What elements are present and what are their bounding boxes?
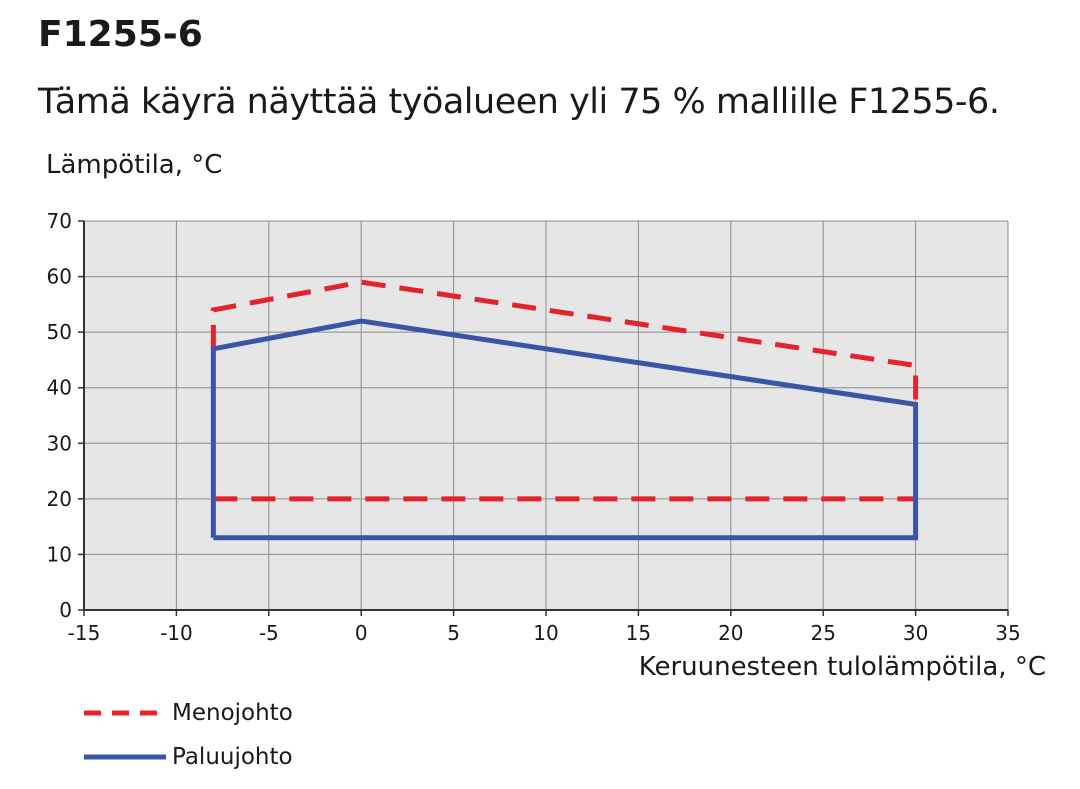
x-tick-label: 25 (810, 621, 835, 645)
x-tick-label: -15 (68, 621, 101, 645)
y-tick-label: 20 (47, 487, 72, 511)
legend-item-paluujohto: Paluujohto (84, 744, 293, 770)
y-tick-label: 40 (47, 376, 72, 400)
x-tick-label: 35 (995, 621, 1020, 645)
legend-swatch-menojohto (84, 710, 166, 716)
series-line-paluujohto (210, 318, 919, 541)
legend-swatch-paluujohto (84, 754, 166, 760)
chart-title: F1255-6 (38, 14, 203, 55)
x-tick-label: 20 (718, 621, 743, 645)
x-tick-label: 15 (626, 621, 651, 645)
y-tick-label: 10 (47, 542, 72, 566)
x-axis-label: Keruunesteen tulolämpötila, °C (638, 652, 1046, 682)
y-axis-label: Lämpötila, °C (46, 150, 223, 180)
x-tick-label: 5 (447, 621, 460, 645)
x-tick-label: 10 (533, 621, 558, 645)
legend-label-paluujohto: Paluujohto (172, 744, 293, 770)
y-tick-label: 70 (47, 209, 72, 233)
y-tick-label: 0 (59, 598, 72, 622)
series-line-menojohto (210, 279, 919, 405)
y-tick-label: 50 (47, 320, 72, 344)
chart-subtitle: Tämä käyrä näyttää työalueen yli 75 % ma… (38, 82, 1000, 122)
y-tick-label: 30 (47, 431, 72, 455)
x-tick-label: -10 (160, 621, 193, 645)
y-tick-label: 60 (47, 265, 72, 289)
legend-item-menojohto: Menojohto (84, 700, 293, 726)
x-tick-label: 30 (903, 621, 928, 645)
x-tick-label: 0 (355, 621, 368, 645)
legend-label-menojohto: Menojohto (172, 700, 293, 726)
chart-plot: -15 -10 -5 0 5 10 15 20 25 30 35 0 10 20 30 40 50 60 70 (47, 209, 1021, 645)
x-tick-label: -5 (259, 621, 279, 645)
